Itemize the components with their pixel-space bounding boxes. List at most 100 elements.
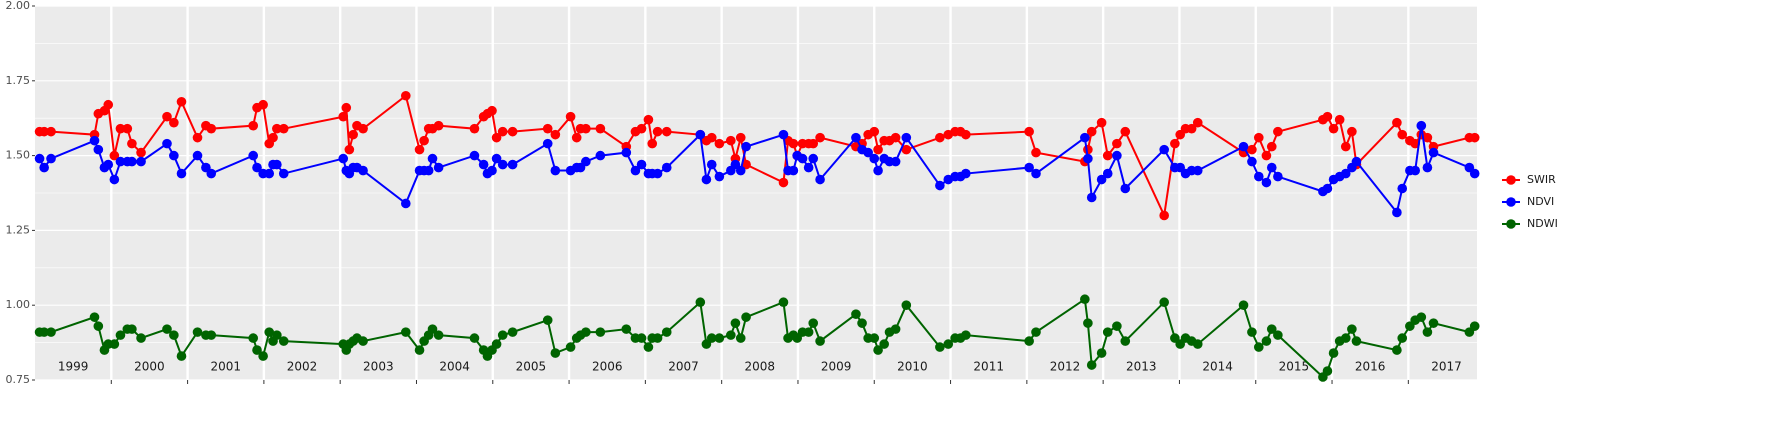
data-point (1351, 156, 1362, 167)
data-point (595, 150, 606, 161)
data-point (778, 177, 789, 188)
data-point (272, 159, 282, 170)
data-point (1328, 348, 1339, 358)
data-point (127, 156, 137, 167)
data-point (1347, 324, 1357, 334)
data-point (1253, 132, 1264, 143)
data-point (706, 159, 717, 170)
data-point (162, 324, 172, 334)
legend-label: SWIR (1527, 173, 1556, 186)
data-point (433, 120, 444, 131)
data-point (961, 129, 971, 140)
data-point (652, 333, 663, 343)
x-tick-label: 2008 (745, 360, 776, 374)
y-tick-label: 2.00 (6, 0, 31, 12)
data-point (1247, 144, 1257, 155)
x-tick-label: 2005 (516, 360, 547, 374)
data-point (815, 174, 825, 185)
data-point (735, 165, 746, 176)
data-point (115, 156, 126, 167)
data-point (93, 144, 104, 155)
data-point (89, 312, 100, 322)
data-point (248, 120, 259, 131)
data-point (706, 333, 717, 343)
data-point (169, 330, 179, 340)
data-point (1120, 183, 1131, 194)
data-point (1397, 333, 1408, 343)
data-point (1266, 141, 1277, 152)
data-point (206, 330, 217, 340)
data-point (497, 159, 508, 170)
data-point (1392, 207, 1402, 218)
data-point (630, 165, 641, 176)
x-tick-label: 2002 (287, 360, 318, 374)
data-point (169, 150, 179, 161)
data-point (1192, 165, 1203, 176)
data-point (1266, 324, 1277, 334)
data-point (1273, 126, 1283, 137)
data-point (338, 111, 349, 122)
data-point (414, 345, 425, 355)
data-point (497, 330, 508, 340)
x-tick-label: 2016 (1355, 360, 1386, 374)
data-point (338, 153, 349, 164)
data-point (1347, 126, 1357, 137)
data-point (272, 330, 282, 340)
data-point (879, 339, 889, 349)
data-point (1261, 336, 1272, 346)
data-point (46, 126, 56, 137)
x-tick-label: 2010 (897, 360, 928, 374)
data-point (1031, 327, 1041, 337)
y-tick-label: 0.75 (6, 373, 31, 386)
data-point (701, 174, 712, 185)
data-point (661, 126, 672, 137)
data-point (1083, 153, 1093, 164)
data-point (192, 327, 203, 337)
data-point (726, 135, 736, 146)
data-point (1273, 330, 1283, 340)
data-point (542, 123, 553, 134)
x-tick-label: 2004 (439, 360, 470, 374)
data-point (1086, 192, 1097, 203)
data-point (735, 333, 746, 343)
data-point (815, 132, 825, 143)
data-point (414, 144, 425, 155)
data-point (1024, 162, 1034, 173)
data-point (726, 330, 736, 340)
x-tick-label: 2011 (973, 360, 1004, 374)
x-tick-label: 2001 (210, 360, 241, 374)
data-point (1096, 348, 1107, 358)
data-point (643, 342, 654, 352)
data-point (869, 333, 880, 343)
data-point (595, 123, 606, 134)
data-point (636, 333, 647, 343)
data-point (808, 318, 819, 328)
data-point (1192, 339, 1203, 349)
data-point (595, 327, 606, 337)
data-point (1086, 360, 1097, 370)
data-point (427, 324, 438, 334)
legend-key-dot (1506, 197, 1516, 207)
data-point (1159, 297, 1169, 308)
data-point (491, 153, 502, 164)
data-point (268, 132, 278, 143)
data-point (901, 132, 912, 143)
x-tick-label: 2013 (1126, 360, 1157, 374)
data-point (1397, 183, 1408, 194)
data-point (1428, 318, 1439, 328)
data-point (176, 96, 187, 107)
data-point (714, 171, 725, 182)
data-point (1238, 300, 1249, 311)
data-point (1397, 129, 1408, 140)
data-point (419, 135, 429, 146)
data-point (507, 126, 518, 137)
data-point (803, 327, 814, 337)
data-point (264, 168, 275, 179)
data-point (863, 147, 873, 158)
data-point (857, 318, 867, 328)
data-point (1031, 147, 1041, 158)
legend-label: NDVI (1527, 195, 1554, 208)
data-point (1024, 126, 1034, 137)
data-point (278, 123, 289, 134)
data-point (581, 123, 591, 134)
